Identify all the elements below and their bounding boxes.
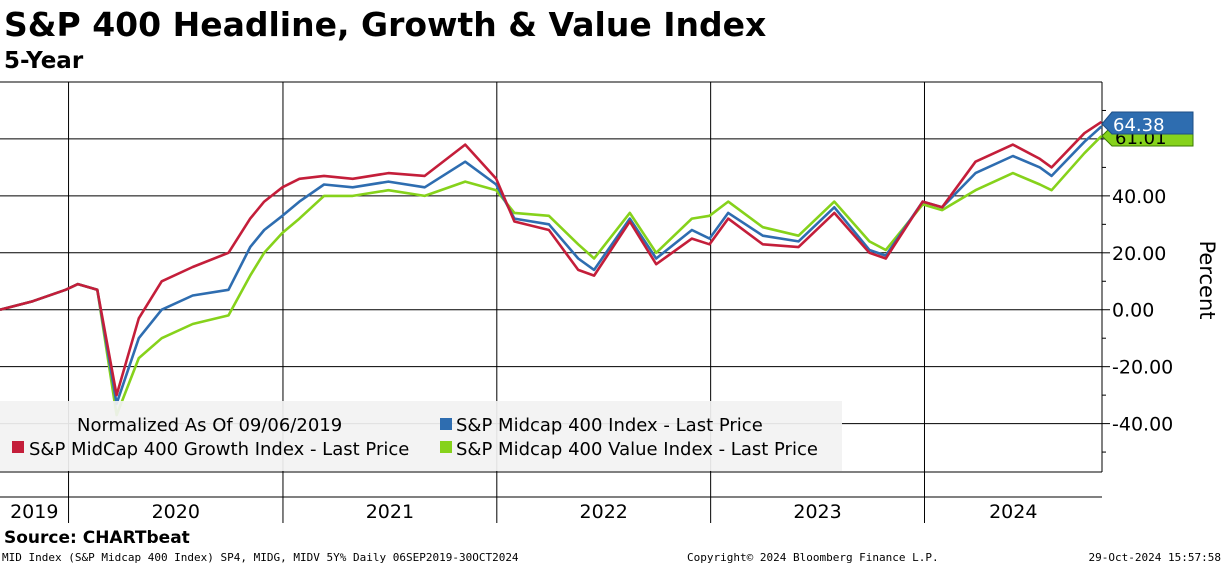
x-axis: 2019 2020 2021 2022 2023 2024 bbox=[0, 472, 1102, 523]
plot-area bbox=[0, 81, 1103, 473]
chart-subtitle: 5-Year bbox=[4, 48, 84, 74]
source-label: Source: CHARTbeat bbox=[4, 528, 190, 548]
legend-swatch-value bbox=[440, 441, 452, 453]
y-tick-label: -40.00 bbox=[1112, 414, 1173, 436]
y-tick-label: 20.00 bbox=[1112, 243, 1166, 265]
series-line-growth bbox=[0, 120, 1103, 397]
year-label: 2021 bbox=[366, 501, 414, 523]
legend-swatch-headline bbox=[440, 418, 452, 430]
legend: Normalized As Of 09/06/2019 S&P Midcap 4… bbox=[0, 401, 842, 471]
y-axis-ticks: -40.00 -20.00 0.00 20.00 40.00 bbox=[1102, 109, 1173, 453]
last-value-headline-text: 64.38 bbox=[1113, 115, 1165, 136]
year-label: 2019 bbox=[10, 501, 58, 523]
legend-background bbox=[0, 401, 842, 471]
series-line-headline bbox=[0, 125, 1103, 406]
series-layer bbox=[0, 120, 1103, 417]
legend-swatch-growth bbox=[12, 441, 24, 453]
chart-title: S&P 400 Headline, Growth & Value Index bbox=[4, 5, 766, 44]
y-axis-label: Percent bbox=[1195, 240, 1219, 319]
year-label: 2024 bbox=[989, 501, 1037, 523]
x-axis-year-separators bbox=[68, 472, 925, 523]
y-tick-label: 40.00 bbox=[1112, 186, 1166, 208]
legend-label-value: S&P Midcap 400 Value Index - Last Price bbox=[456, 439, 818, 460]
legend-label-headline: S&P Midcap 400 Index - Last Price bbox=[456, 415, 763, 436]
y-tick-label: -20.00 bbox=[1112, 357, 1173, 379]
horizontal-gridlines bbox=[0, 138, 1102, 425]
y-tick-label: 0.00 bbox=[1112, 300, 1154, 322]
footer-copyright: Copyright© 2024 Bloomberg Finance L.P. bbox=[687, 551, 939, 564]
year-label: 2023 bbox=[793, 501, 841, 523]
legend-label-growth: S&P MidCap 400 Growth Index - Last Price bbox=[29, 439, 409, 460]
legend-note: Normalized As Of 09/06/2019 bbox=[77, 415, 342, 436]
year-label: 2022 bbox=[580, 501, 628, 523]
footer-ticker-info: MID Index (S&P Midcap 400 Index) SP4, MI… bbox=[2, 551, 519, 564]
year-label: 2020 bbox=[152, 501, 200, 523]
last-value-tag-headline: 64.38 bbox=[1101, 111, 1194, 136]
footer-timestamp: 29-Oct-2024 15:57:58 bbox=[1089, 551, 1221, 564]
series-line-value bbox=[0, 135, 1103, 417]
x-axis-year-labels: 2019 2020 2021 2022 2023 2024 bbox=[10, 501, 1037, 523]
